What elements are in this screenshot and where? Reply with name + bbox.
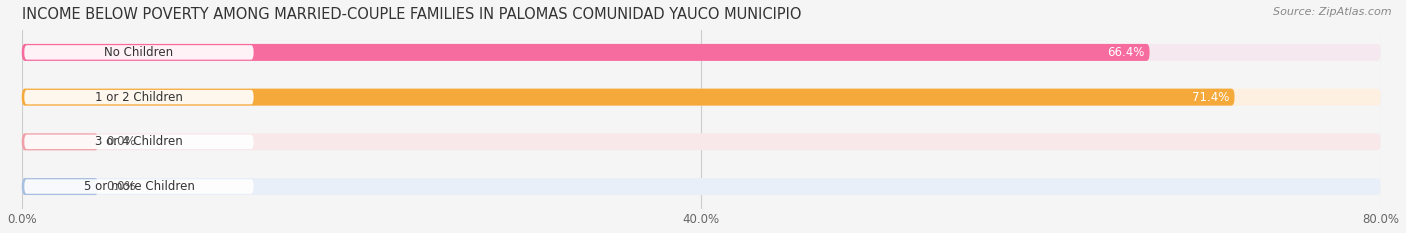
FancyBboxPatch shape xyxy=(21,178,1381,195)
FancyBboxPatch shape xyxy=(21,89,1234,106)
FancyBboxPatch shape xyxy=(21,44,1150,61)
Text: 1 or 2 Children: 1 or 2 Children xyxy=(96,91,183,104)
Text: 3 or 4 Children: 3 or 4 Children xyxy=(96,135,183,148)
FancyBboxPatch shape xyxy=(21,44,1381,61)
Text: 66.4%: 66.4% xyxy=(1107,46,1144,59)
Text: Source: ZipAtlas.com: Source: ZipAtlas.com xyxy=(1274,7,1392,17)
FancyBboxPatch shape xyxy=(24,179,253,194)
Text: No Children: No Children xyxy=(104,46,173,59)
FancyBboxPatch shape xyxy=(21,133,1381,150)
FancyBboxPatch shape xyxy=(24,90,253,104)
FancyBboxPatch shape xyxy=(21,133,98,150)
FancyBboxPatch shape xyxy=(21,89,1381,106)
Text: 0.0%: 0.0% xyxy=(107,180,136,193)
Text: 5 or more Children: 5 or more Children xyxy=(83,180,194,193)
Text: 0.0%: 0.0% xyxy=(107,135,136,148)
Text: 71.4%: 71.4% xyxy=(1192,91,1229,104)
FancyBboxPatch shape xyxy=(21,178,98,195)
FancyBboxPatch shape xyxy=(24,135,253,149)
FancyBboxPatch shape xyxy=(24,45,253,60)
Text: INCOME BELOW POVERTY AMONG MARRIED-COUPLE FAMILIES IN PALOMAS COMUNIDAD YAUCO MU: INCOME BELOW POVERTY AMONG MARRIED-COUPL… xyxy=(21,7,801,22)
